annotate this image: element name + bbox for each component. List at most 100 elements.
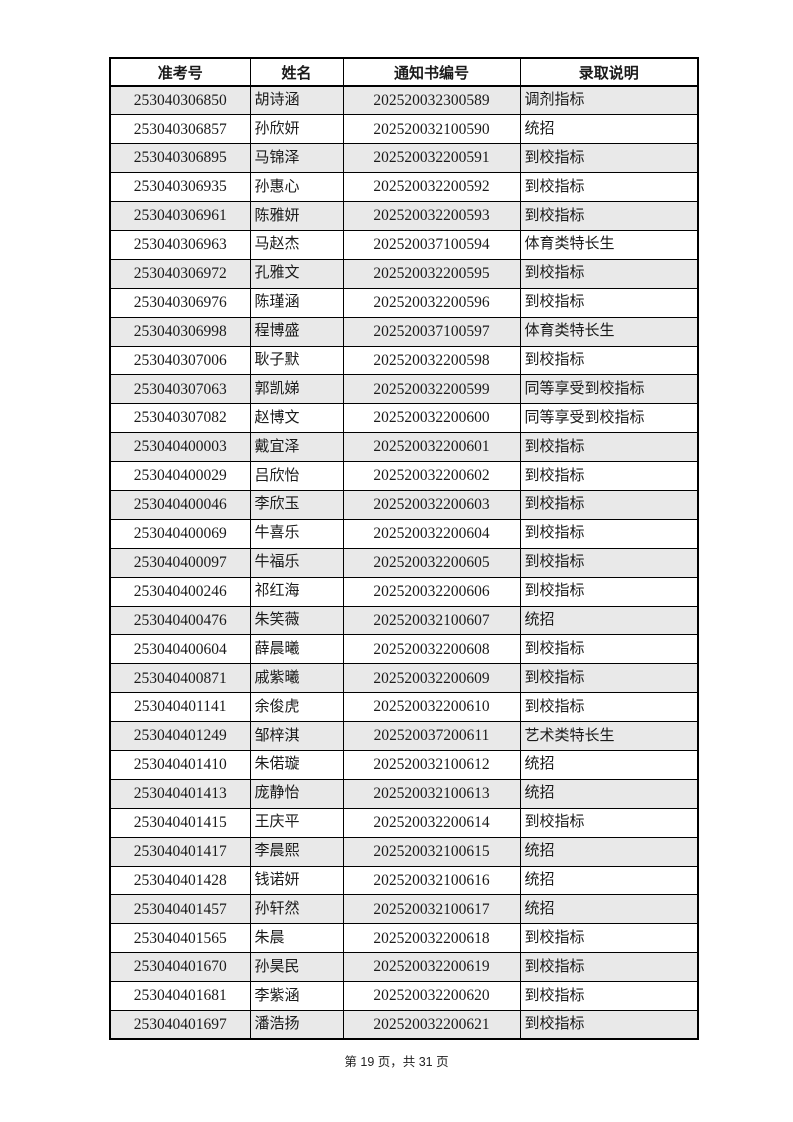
table-row: 253040400476 朱笑薇 202520032100607 统招 — [109, 605, 699, 636]
cell-notice-number: 202520032200599 — [342, 374, 521, 405]
table-row: 253040306895 马锦泽 202520032200591 到校指标 — [109, 143, 699, 174]
table-row: 253040401428 钱诺妍 202520032100616 统招 — [109, 865, 699, 896]
cell-admission-type: 统招 — [519, 894, 699, 925]
cell-admission-type: 到校指标 — [519, 461, 699, 491]
cell-name: 耿子默 — [249, 345, 344, 376]
cell-admission-type: 到校指标 — [519, 345, 699, 376]
table-row: 253040401697 潘浩扬 202520032200621 到校指标 — [109, 1010, 699, 1040]
cell-notice-number: 202520032200609 — [342, 663, 521, 694]
column-header: 录取说明 — [519, 57, 699, 87]
admission-table-container: 准考号 姓名 通知书编号 录取说明 253040306850 胡诗涵 2025200323… — [109, 57, 699, 1041]
cell-name: 陈雅妍 — [249, 201, 344, 231]
cell-exam-number: 253040400097 — [109, 547, 251, 578]
cell-notice-number: 202520037100597 — [342, 316, 521, 347]
cell-exam-number: 253040306976 — [109, 287, 251, 318]
cell-notice-number: 202520032100615 — [342, 836, 521, 867]
table-row: 253040400871 戚紫曦 202520032200609 到校指标 — [109, 663, 699, 694]
cell-admission-type: 体育类特长生 — [519, 229, 699, 260]
cell-exam-number: 253040401565 — [109, 923, 251, 954]
cell-exam-number: 253040400003 — [109, 432, 251, 463]
cell-admission-type: 到校指标 — [519, 143, 699, 174]
cell-admission-type: 统招 — [519, 605, 699, 636]
cell-name: 吕欣怡 — [249, 461, 344, 491]
cell-name: 朱偌璇 — [249, 749, 344, 780]
cell-admission-type: 同等享受到校指标 — [519, 374, 699, 405]
cell-exam-number: 253040401417 — [109, 836, 251, 867]
column-header: 准考号 — [109, 57, 251, 87]
table-row: 253040400046 李欣玉 202520032200603 到校指标 — [109, 489, 699, 520]
column-header: 姓名 — [249, 57, 344, 87]
table-row: 253040400069 牛喜乐 202520032200604 到校指标 — [109, 518, 699, 549]
table-row: 253040401410 朱偌璇 202520032100612 统招 — [109, 749, 699, 780]
cell-exam-number: 253040307006 — [109, 345, 251, 376]
cell-name: 薛晨曦 — [249, 634, 344, 665]
cell-exam-number: 253040306961 — [109, 201, 251, 231]
cell-admission-type: 到校指标 — [519, 576, 699, 607]
cell-admission-type: 到校指标 — [519, 634, 699, 665]
cell-exam-number: 253040400246 — [109, 576, 251, 607]
table-row: 253040401415 王庆平 202520032200614 到校指标 — [109, 807, 699, 838]
table-row: 253040400246 祁红海 202520032200606 到校指标 — [109, 576, 699, 607]
cell-notice-number: 202520032200618 — [342, 923, 521, 954]
cell-notice-number: 202520032200596 — [342, 287, 521, 318]
table-row: 253040400097 牛福乐 202520032200605 到校指标 — [109, 547, 699, 578]
cell-exam-number: 253040401681 — [109, 981, 251, 1011]
cell-admission-type: 到校指标 — [519, 489, 699, 520]
cell-notice-number: 202520032200608 — [342, 634, 521, 665]
cell-name: 钱诺妍 — [249, 865, 344, 896]
cell-notice-number: 202520032100612 — [342, 749, 521, 780]
cell-notice-number: 202520032200621 — [342, 1010, 521, 1040]
cell-admission-type: 到校指标 — [519, 432, 699, 463]
cell-notice-number: 202520032200592 — [342, 172, 521, 203]
cell-name: 祁红海 — [249, 576, 344, 607]
cell-notice-number: 202520032100607 — [342, 605, 521, 636]
cell-name: 牛福乐 — [249, 547, 344, 578]
cell-notice-number: 202520032100616 — [342, 865, 521, 896]
cell-name: 孔雅文 — [249, 258, 344, 289]
cell-admission-type: 统招 — [519, 865, 699, 896]
table-row: 253040401249 邹梓淇 202520037200611 艺术类特长生 — [109, 721, 699, 751]
cell-name: 陈瑾涵 — [249, 287, 344, 318]
cell-name: 赵博文 — [249, 403, 344, 434]
table-row: 253040401141 余俊虎 202520032200610 到校指标 — [109, 692, 699, 723]
table-row: 253040307063 郭凯娣 202520032200599 同等享受到校指标 — [109, 374, 699, 405]
cell-notice-number: 202520032100590 — [342, 114, 521, 145]
cell-notice-number: 202520032200603 — [342, 489, 521, 520]
cell-exam-number: 253040306963 — [109, 229, 251, 260]
cell-notice-number: 202520032200593 — [342, 201, 521, 231]
cell-name: 邹梓淇 — [249, 721, 344, 751]
cell-notice-number: 202520032100617 — [342, 894, 521, 925]
cell-admission-type: 体育类特长生 — [519, 316, 699, 347]
cell-admission-type: 统招 — [519, 749, 699, 780]
cell-admission-type: 到校指标 — [519, 518, 699, 549]
table-row: 253040400003 戴宜泽 202520032200601 到校指标 — [109, 432, 699, 463]
cell-exam-number: 253040400604 — [109, 634, 251, 665]
cell-notice-number: 202520032200598 — [342, 345, 521, 376]
cell-name: 孙惠心 — [249, 172, 344, 203]
cell-notice-number: 202520037200611 — [342, 721, 521, 751]
cell-notice-number: 202520032200604 — [342, 518, 521, 549]
cell-admission-type: 到校指标 — [519, 952, 699, 983]
cell-exam-number: 253040400476 — [109, 605, 251, 636]
admission-table: 准考号 姓名 通知书编号 录取说明 253040306850 胡诗涵 2025200323… — [109, 57, 699, 1041]
cell-admission-type: 到校指标 — [519, 258, 699, 289]
cell-exam-number: 253040306935 — [109, 172, 251, 203]
cell-notice-number: 202520032200595 — [342, 258, 521, 289]
cell-name: 程博盛 — [249, 316, 344, 347]
cell-notice-number: 202520032300589 — [342, 85, 521, 116]
cell-exam-number: 253040307082 — [109, 403, 251, 434]
cell-name: 朱晨 — [249, 923, 344, 954]
table-row: 253040306850 胡诗涵 202520032300589 调剂指标 — [109, 85, 699, 116]
column-header: 通知书编号 — [342, 57, 521, 87]
cell-notice-number: 202520032200614 — [342, 807, 521, 838]
cell-exam-number: 253040400069 — [109, 518, 251, 549]
cell-admission-type: 到校指标 — [519, 1010, 699, 1040]
cell-notice-number: 202520032200602 — [342, 461, 521, 491]
cell-exam-number: 253040306998 — [109, 316, 251, 347]
cell-notice-number: 202520032200606 — [342, 576, 521, 607]
cell-name: 李欣玉 — [249, 489, 344, 520]
cell-admission-type: 统招 — [519, 114, 699, 145]
page-number-footer: 第 19 页，共 31 页 — [344, 1055, 449, 1069]
cell-exam-number: 253040306972 — [109, 258, 251, 289]
